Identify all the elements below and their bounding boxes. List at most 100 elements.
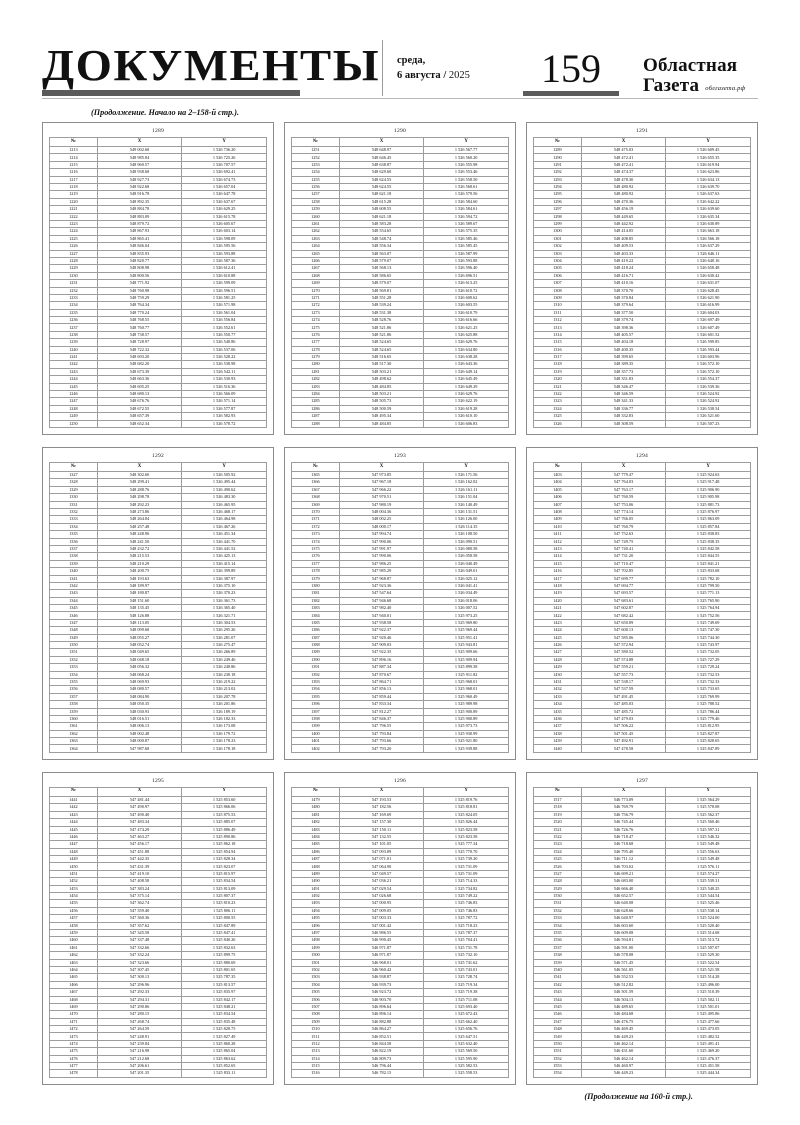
cell-x: 548 000.87 — [96, 737, 183, 746]
cell-index: 1305 — [533, 264, 582, 273]
cell-index: 1253 — [291, 160, 340, 170]
table-row: 1479 547 193.53 1 525 819.76 — [291, 795, 509, 805]
table-row: 1292 548 474.37 1 526 623.86 — [533, 168, 751, 177]
cell-y: 1 525 799.50 — [665, 581, 751, 591]
cell-x: 547 357.62 — [96, 921, 183, 931]
table-row: 1527 546 699.21 1 525 574.27 — [533, 869, 751, 879]
column-header: № — [49, 136, 98, 148]
cell-index: 1270 — [291, 286, 340, 295]
cell-index: 1287 — [291, 412, 340, 421]
cell-index: 1517 — [533, 795, 582, 805]
table-row: 1283 548 484.85 1 526 649.29 — [291, 382, 509, 392]
table-row: 1225 548 865.41 1 526 598.09 — [49, 234, 267, 244]
cell-index: 1368 — [291, 493, 340, 502]
cell-index: 1356 — [49, 685, 98, 694]
cell-index: 1490 — [291, 877, 340, 886]
cell-x: 547 896.16 — [338, 655, 425, 665]
cell-index: 1499 — [291, 943, 340, 953]
cell-index: 1255 — [291, 175, 340, 185]
cell-x: 547 574.88 — [580, 655, 667, 665]
cell-index: 1221 — [49, 205, 98, 214]
table-row: 1540 546 561.05 1 525 521.58 — [533, 965, 751, 975]
coordinate-table: № X Y 1365 547 973.85 1 526 171.56 1366 547 967… — [291, 461, 509, 753]
cell-index: 1429 — [533, 663, 582, 672]
cell-x: 548 379.74 — [580, 316, 667, 325]
table-row: 1240 548 722.32 1 526 537.06 — [49, 345, 267, 355]
cell-x: 547 833.34 — [338, 700, 425, 709]
cell-y: 1 526 579.56 — [423, 190, 509, 199]
table-row: 1551 546 431.60 1 525 469.20 — [533, 1047, 751, 1056]
cell-x: 546 489.65 — [580, 1002, 667, 1012]
column-header: № — [291, 136, 340, 148]
table-row: 1554 546 449.23 1 525 444.34 — [533, 1069, 751, 1078]
cell-index: 1413 — [533, 544, 582, 554]
cell-y: 1 526 566.09 — [181, 389, 267, 399]
cell-index: 1502 — [291, 965, 340, 975]
cell-y: 1 525 729.24 — [665, 663, 751, 672]
cell-y: 1 526 568.61 — [423, 183, 509, 192]
cell-x: 548 189.97 — [96, 581, 183, 591]
cell-index: 1292 — [533, 168, 582, 177]
brand-website[interactable]: облгазета.рф — [705, 85, 746, 93]
cell-index: 1233 — [49, 293, 98, 303]
cell-x: 548 049.65 — [96, 648, 183, 657]
cell-y: 1 525 529.30 — [665, 951, 751, 960]
cell-x: 548 693.20 — [96, 353, 183, 362]
cell-x: 547 294.31 — [96, 995, 183, 1004]
cell-y: 1 526 637.63 — [665, 190, 751, 199]
cell-x: 547 474.29 — [96, 825, 183, 834]
cell-x: 548 442.92 — [580, 219, 667, 229]
cell-y: 1 526 635.34 — [665, 212, 751, 222]
table-row: 1323 548 341.33 1 526 524.92 — [533, 397, 751, 406]
cell-x: 548 180.87 — [96, 589, 183, 598]
table-caption: 1293 — [394, 452, 406, 459]
cell-y: 1 526 524.92 — [665, 397, 751, 406]
cell-x: 548 722.32 — [96, 345, 183, 355]
cell-y: 1 525 656.76 — [423, 1025, 509, 1034]
cell-y: 1 525 812.95 — [665, 722, 751, 731]
cell-index: 1265 — [291, 249, 340, 258]
table-row: 1374 547 990.06 1 526 090.51 — [291, 537, 509, 546]
cell-index: 1526 — [533, 862, 582, 871]
cell-y: 1 525 731.09 — [423, 869, 509, 879]
cell-y: 1 526 621.90 — [665, 293, 751, 303]
cell-x: 546 449.23 — [580, 1032, 667, 1041]
cell-x: 548 377.50 — [580, 308, 667, 318]
table-row: 1442 547 490.97 1 525 866.06 — [49, 803, 267, 812]
cell-y: 1 526 604.03 — [665, 308, 751, 318]
cell-y: 1 525 921.80 — [423, 737, 509, 746]
cell-x: 548 200.75 — [96, 567, 183, 576]
cell-y: 1 525 469.20 — [665, 1047, 751, 1056]
cell-y: 1 526 516.36 — [181, 382, 267, 392]
table-row: 1538 546 578.08 1 525 529.30 — [533, 951, 751, 960]
cell-x: 548 151.60 — [96, 596, 183, 606]
cell-index: 1319 — [533, 367, 582, 377]
column-header: X — [338, 136, 425, 148]
cell-y: 1 526 521.60 — [665, 412, 751, 421]
cell-index: 1299 — [533, 219, 582, 229]
cell-y: 1 526 049.01 — [423, 567, 509, 576]
cell-y: 1 526 361.73 — [181, 596, 267, 606]
cell-y: 1 525 444.34 — [665, 1069, 751, 1078]
table-row: 1434 547 485.03 1 525 788.52 — [533, 700, 751, 709]
cell-y: 1 525 860.28 — [181, 1039, 267, 1049]
cell-y: 1 525 890.86 — [181, 832, 267, 842]
cell-index: 1364 — [49, 744, 98, 753]
table-row: 1550 546 462.14 1 525 491.41 — [533, 1039, 751, 1049]
cell-index: 1263 — [291, 234, 340, 244]
table-header-row: № X Y — [49, 786, 267, 797]
cell-y: 1 525 744.30 — [665, 633, 751, 643]
cell-x: 547 036.21 — [338, 877, 425, 886]
footer-right-slot: (Продолжение на 160-й стр.). — [519, 1085, 758, 1101]
column-header: № — [291, 461, 340, 473]
cell-index: 1214 — [49, 153, 98, 162]
cell-y: 1 525 473.05 — [665, 1025, 751, 1034]
cell-index: 1346 — [49, 611, 98, 620]
table-row: 1315 548 404.18 1 526 599.85 — [533, 338, 751, 347]
cell-y: 1 525 828.75 — [181, 1025, 267, 1034]
cell-index: 1438 — [533, 729, 582, 739]
cell-index: 1472 — [49, 1025, 98, 1034]
cell-index: 1245 — [49, 382, 98, 392]
cell-x: 547 967.18 — [338, 478, 425, 487]
cell-index: 1473 — [49, 1032, 98, 1041]
